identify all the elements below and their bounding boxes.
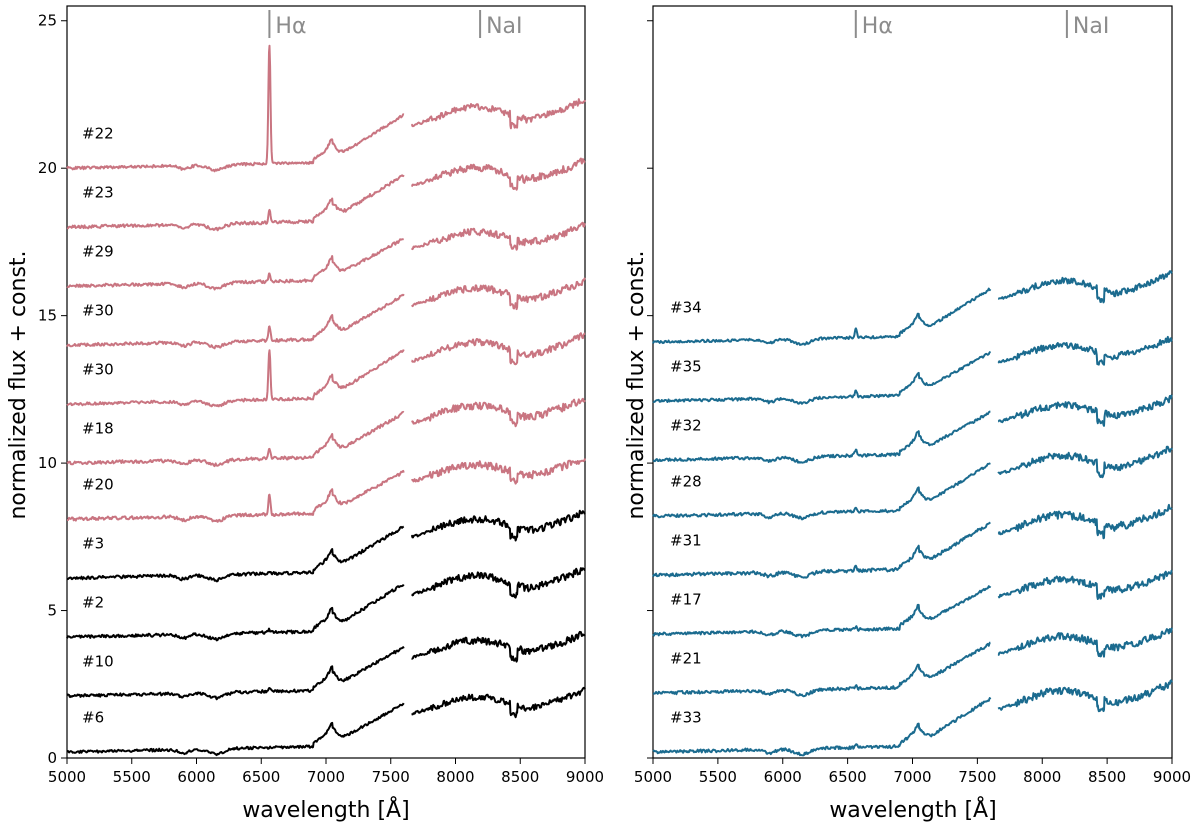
x-tick-label: 8500 <box>1088 768 1126 786</box>
x-tick-label: 5500 <box>699 768 737 786</box>
spectrum-line <box>66 397 586 468</box>
spectrum-line <box>652 679 1173 757</box>
y-axis-label-right: normalized flux + const. <box>624 250 649 519</box>
spectrum-line <box>66 221 586 291</box>
spectrum-line <box>66 332 586 408</box>
x-tick-label: 6500 <box>829 768 867 786</box>
spectrum-line <box>652 445 1173 521</box>
spectrum-label: #10 <box>82 653 114 671</box>
spectrum-label: #22 <box>82 125 114 143</box>
spectrum-line <box>66 686 586 757</box>
spectrum-line <box>66 277 586 350</box>
y-tick-label: 10 <box>38 454 57 472</box>
x-tick-label: 9000 <box>566 768 604 786</box>
x-tick-label: 7500 <box>958 768 996 786</box>
y-tick-label: 5 <box>47 602 57 620</box>
spectrum-line <box>66 157 586 232</box>
y-tick-label: 25 <box>38 12 57 30</box>
spectrum-label: #30 <box>82 302 114 320</box>
right-panel: 5000 5500 6000 6500 7000 7500 8000 8500 9000 Hα Na… <box>634 5 1191 786</box>
x-tick-label: 8500 <box>501 768 539 786</box>
x-tick-label: 8000 <box>436 768 474 786</box>
spectrum-line <box>652 394 1173 464</box>
y-tick-label: 15 <box>38 307 57 325</box>
x-tick-label: 9000 <box>1153 768 1191 786</box>
spectrum-line <box>652 335 1173 405</box>
spectrum-label: #32 <box>670 417 702 435</box>
spectrum-line <box>66 509 586 583</box>
line-marker-label: Hα <box>275 14 306 39</box>
spectrum-line <box>66 458 586 523</box>
spectrum-label: #17 <box>670 591 702 609</box>
x-tick-label: 5000 <box>634 768 672 786</box>
spectrum-label: #29 <box>82 243 114 261</box>
spectrum-label: #28 <box>670 473 702 491</box>
x-tick-label: 5000 <box>48 768 86 786</box>
spectrum-label: #30 <box>82 361 114 379</box>
spectrum-line <box>652 270 1173 346</box>
y-tick-label: 20 <box>38 159 57 177</box>
x-tick-label: 8000 <box>1023 768 1061 786</box>
spectrum-label: #33 <box>670 709 702 727</box>
spectrum-label: #23 <box>82 184 114 202</box>
spectrum-label: #2 <box>82 594 104 612</box>
spectrum-line <box>66 567 586 642</box>
x-tick-label: 5500 <box>113 768 151 786</box>
spectrum-line <box>652 503 1173 579</box>
x-axis-label-right: wavelength [Å] <box>829 796 996 823</box>
spectrum-label: #20 <box>82 476 114 494</box>
x-tick-label: 7500 <box>372 768 410 786</box>
left-panel: 5000 5500 6000 6500 7000 7500 8000 8500 9000 0 5 10… <box>38 5 604 786</box>
spectrum-label: #18 <box>82 420 114 438</box>
spectrum-line <box>66 44 586 173</box>
x-tick-label: 6000 <box>764 768 802 786</box>
spectrum-label: #31 <box>670 532 702 550</box>
x-tick-label: 7000 <box>307 768 345 786</box>
y-tick-label: 0 <box>47 749 57 767</box>
spectrum-label: #6 <box>82 709 104 727</box>
spectrum-label: #21 <box>670 650 702 668</box>
spectrum-label: #3 <box>82 535 104 553</box>
line-marker-label: NaI <box>1073 14 1109 39</box>
x-axis-label: wavelength [Å] <box>242 796 409 823</box>
x-tick-label: 6500 <box>242 768 280 786</box>
line-marker-label: Hα <box>862 14 893 39</box>
spectrum-label: #35 <box>670 358 702 376</box>
spectrum-label: #34 <box>670 299 702 317</box>
spectrum-line <box>652 627 1173 698</box>
spectrum-line <box>652 569 1173 639</box>
x-tick-label: 7000 <box>893 768 931 786</box>
line-marker-label: NaI <box>486 14 522 39</box>
x-tick-label: 6000 <box>177 768 215 786</box>
y-axis-label: normalized flux + const. <box>6 250 31 519</box>
spectrum-line <box>66 630 586 701</box>
